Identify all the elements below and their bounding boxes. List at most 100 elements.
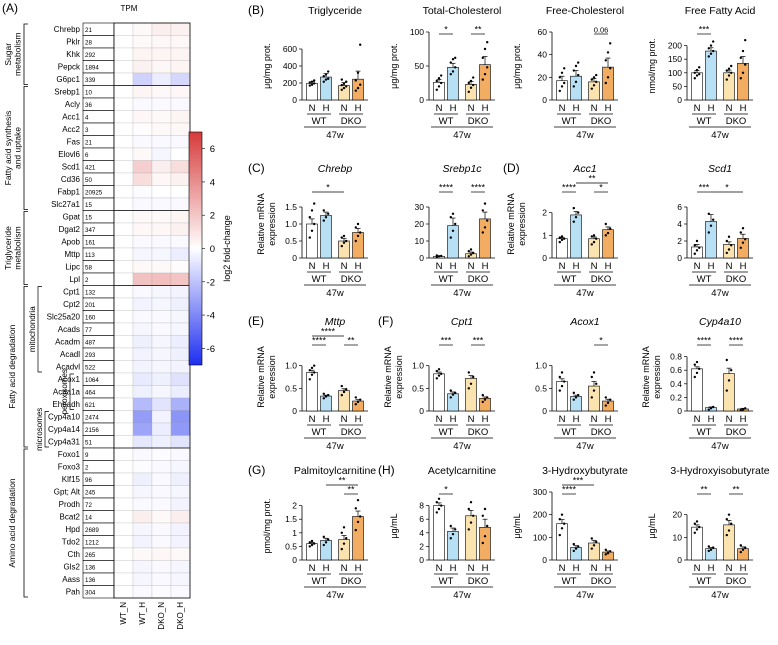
data-point bbox=[730, 244, 733, 247]
significance-label: *** bbox=[441, 336, 452, 346]
heatmap-cell bbox=[132, 585, 153, 599]
data-point bbox=[451, 212, 455, 215]
heatmap-cell bbox=[132, 197, 153, 211]
data-point bbox=[604, 234, 607, 237]
data-point bbox=[712, 49, 715, 53]
data-point bbox=[437, 368, 441, 371]
panel-label: (G) bbox=[248, 463, 265, 477]
y-tick-label: 0.5 bbox=[285, 541, 297, 551]
heatmap-cell bbox=[151, 122, 172, 136]
y-tick-label: 10 bbox=[673, 532, 683, 542]
y-axis-label-line: Relative mRNA bbox=[256, 346, 266, 408]
tpm-value: 339 bbox=[85, 77, 96, 84]
tpm-value: 58 bbox=[85, 265, 92, 272]
data-point bbox=[469, 382, 473, 385]
genotype-label: WT bbox=[312, 274, 327, 285]
heatmap-cell bbox=[170, 35, 191, 49]
bar bbox=[433, 373, 445, 412]
gene-label: Srebp1 bbox=[54, 88, 80, 97]
gene-label: Fas bbox=[67, 138, 80, 147]
heatmap-cell bbox=[151, 472, 172, 486]
data-point bbox=[454, 528, 457, 531]
y-tick-label: 0 bbox=[542, 253, 547, 263]
data-point bbox=[693, 375, 696, 379]
bar bbox=[479, 64, 491, 101]
y-tick-label: 8 bbox=[419, 501, 424, 511]
gene-label: Cyp4a14 bbox=[48, 425, 81, 434]
tpm-value: 347 bbox=[85, 227, 96, 234]
y-axis-label-line: expression bbox=[394, 355, 404, 399]
y-tick-label: 300 bbox=[533, 487, 547, 497]
heatmap-cell bbox=[132, 360, 153, 374]
data-point bbox=[310, 229, 314, 232]
data-point bbox=[695, 239, 699, 243]
data-point bbox=[440, 372, 443, 376]
heatmap-cell bbox=[151, 522, 172, 536]
data-point bbox=[449, 389, 452, 392]
y-tick-label: 0.2 bbox=[670, 392, 682, 402]
y-axis-label-line: Relative mRNA bbox=[506, 193, 516, 255]
heatmap-cell bbox=[151, 372, 172, 386]
y-tick-label: 0.5 bbox=[535, 383, 547, 393]
age-label: 47w bbox=[453, 590, 471, 601]
heatmap-cell bbox=[113, 360, 134, 374]
heatmap-cell bbox=[151, 360, 172, 374]
significance-label: ** bbox=[700, 485, 708, 495]
heatmap-cell bbox=[113, 110, 134, 124]
data-point bbox=[324, 395, 328, 398]
data-point bbox=[739, 77, 742, 80]
chart-title: Acox1 bbox=[569, 316, 599, 328]
x-group-label: H bbox=[323, 261, 330, 272]
data-point bbox=[454, 391, 457, 395]
y-tick-label: 150 bbox=[668, 54, 682, 64]
data-point bbox=[359, 83, 362, 86]
heatmap-cell bbox=[132, 372, 153, 386]
data-point bbox=[340, 244, 343, 248]
heatmap-cell bbox=[113, 85, 134, 99]
data-point bbox=[449, 524, 452, 528]
y-tick-label: 0 bbox=[542, 555, 547, 565]
heatmap-cell bbox=[170, 347, 191, 361]
data-point bbox=[725, 389, 728, 392]
data-point bbox=[310, 80, 314, 83]
data-point bbox=[356, 222, 360, 226]
x-group-label: N bbox=[309, 414, 316, 425]
data-point bbox=[725, 251, 728, 255]
data-point bbox=[345, 80, 348, 83]
heatmap-cell bbox=[170, 297, 191, 311]
data-point bbox=[345, 239, 348, 243]
tpm-value: 9 bbox=[85, 452, 89, 459]
y-tick-label: 200 bbox=[283, 78, 297, 88]
data-point bbox=[727, 74, 731, 77]
x-group-label: N bbox=[468, 563, 475, 574]
y-axis-label-line: expression bbox=[267, 355, 277, 399]
x-group-label: H bbox=[573, 563, 580, 574]
heatmap-cell bbox=[113, 485, 134, 499]
gene-label: Cpt2 bbox=[63, 300, 80, 309]
data-point bbox=[695, 249, 699, 252]
tpm-value: 2156 bbox=[85, 427, 99, 434]
heatmap-cell bbox=[113, 522, 134, 536]
heatmap-cell bbox=[113, 60, 134, 74]
data-point bbox=[342, 241, 346, 244]
heatmap-cell bbox=[132, 210, 153, 224]
heatmap-cell bbox=[113, 72, 134, 86]
data-point bbox=[712, 405, 715, 409]
data-point bbox=[322, 80, 325, 83]
tpm-value: 265 bbox=[85, 552, 96, 559]
gene-label: Gpat bbox=[63, 213, 81, 222]
x-group-label: N bbox=[591, 261, 598, 272]
colorbar-tick-label: -6 bbox=[207, 344, 215, 355]
x-group-label: N bbox=[309, 103, 316, 114]
heatmap-cell bbox=[113, 322, 134, 336]
data-point bbox=[741, 71, 745, 75]
data-point bbox=[707, 47, 710, 50]
data-point bbox=[712, 546, 715, 549]
data-point bbox=[604, 396, 607, 399]
gene-label: Lpl bbox=[69, 275, 80, 284]
x-group-label: N bbox=[559, 563, 566, 574]
x-group-label: H bbox=[605, 563, 612, 574]
heatmap-cell bbox=[170, 247, 191, 261]
data-point bbox=[345, 388, 348, 391]
